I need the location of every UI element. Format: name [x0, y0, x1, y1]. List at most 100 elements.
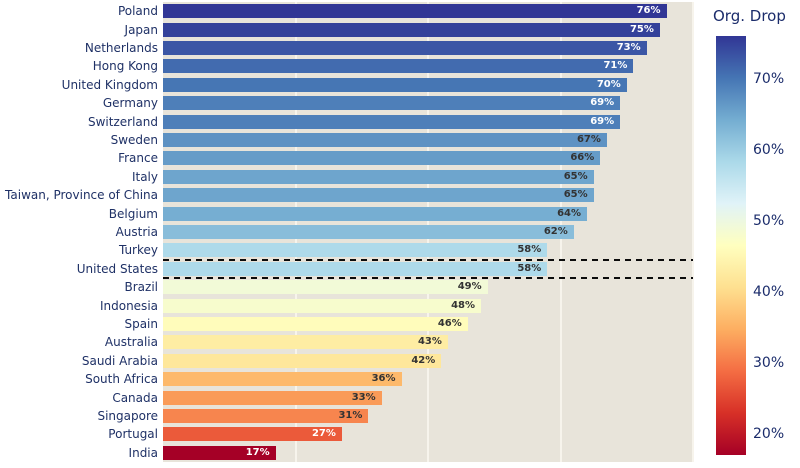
bar: 73% [163, 40, 647, 55]
category-label: Canada [112, 390, 158, 405]
category-label: Poland [117, 4, 158, 19]
bar-value-label: 73% [616, 41, 641, 53]
colorbar-tick-70: 70% [753, 70, 785, 87]
bar-value-label: 76% [636, 5, 661, 17]
category-label: India [128, 445, 158, 460]
bar-row: Austria 62% [116, 223, 693, 241]
bar: 64% [163, 206, 587, 221]
bar-value-label: 64% [557, 207, 581, 219]
bar-row: Netherlands 73% [85, 39, 693, 57]
category-label: Spain [124, 316, 158, 331]
bar: 58% [163, 261, 548, 276]
bar-value-label: 43% [417, 336, 442, 348]
bar: 62% [163, 224, 574, 239]
category-label: Taiwan, Province of China [5, 188, 158, 203]
bar: 67% [163, 132, 607, 147]
bar: 65% [163, 169, 594, 184]
bar-row: Sweden 67% [111, 131, 693, 149]
category-label: South Africa [85, 372, 158, 387]
bar: 27% [163, 427, 342, 442]
bar: 48% [163, 298, 481, 313]
bar-row: Poland 76% [118, 2, 693, 20]
bar: 69% [163, 114, 621, 129]
bar-value-label: 58% [517, 244, 542, 256]
bar: 31% [163, 408, 369, 423]
category-label: Switzerland [88, 114, 158, 129]
bar-value-label: 58% [517, 262, 542, 274]
plot-area: Poland 76% Japan 75% Netherlands 73% Hong Kong… [5, 2, 694, 462]
bar: 42% [163, 353, 442, 368]
colorbar-tick-20: 20% [753, 425, 785, 442]
gridline-80 [692, 2, 694, 462]
bar-value-label: 65% [563, 170, 588, 182]
bar-row: Hong Kong 71% [93, 57, 693, 75]
bar-value-label: 49% [457, 281, 482, 293]
bar-value-label: 75% [629, 23, 654, 35]
bar-row: Singapore 31% [97, 407, 693, 425]
bar-value-label: 65% [563, 189, 588, 201]
category-label: Belgium [108, 206, 158, 221]
bar: 69% [163, 96, 621, 111]
colorbar-title: Org. Drop [713, 7, 786, 25]
bar: 33% [163, 390, 382, 405]
category-label: Australia [104, 335, 158, 350]
colorbar-gradient [716, 36, 746, 455]
bar-row: South Africa 36% [85, 370, 693, 388]
category-label: Singapore [97, 408, 158, 423]
bar-row: United States 58% [77, 260, 693, 278]
highlight-dashed-line [163, 258, 693, 261]
category-label: Saudi Arabia [81, 353, 158, 368]
category-label: Austria [115, 224, 158, 239]
category-label: Hong Kong [92, 59, 158, 74]
bar: 71% [163, 59, 634, 74]
bar: 65% [163, 188, 594, 203]
bar-row: Japan 75% [125, 20, 693, 38]
colorbar-tick-60: 60% [753, 141, 785, 158]
bar: 46% [163, 316, 468, 331]
category-label: Sweden [110, 132, 158, 147]
bar-value-label: 69% [590, 115, 615, 127]
bar-value-label: 31% [338, 409, 363, 421]
bar: 36% [163, 372, 402, 387]
bar-row: Taiwan, Province of China 65% [5, 186, 693, 204]
category-label: Portugal [108, 427, 158, 442]
category-label: Germany [102, 96, 158, 111]
bar-row: Italy 65% [132, 168, 693, 186]
bar-value-label: 66% [570, 152, 595, 164]
category-label: United Kingdom [61, 77, 158, 92]
bar: 58% [163, 243, 548, 258]
bar-row: Saudi Arabia 42% [82, 352, 693, 370]
category-label: Turkey [118, 243, 158, 258]
bar-value-label: 46% [437, 317, 462, 329]
category-label: Brazil [124, 280, 159, 295]
bar-value-label: 33% [351, 391, 376, 403]
bar-row: Canada 33% [112, 388, 693, 406]
highlight-dashed-line [163, 277, 693, 279]
colorbar-tick-30: 30% [753, 354, 785, 371]
category-label: Japan [124, 22, 158, 37]
bar-value-label: 17% [245, 446, 270, 458]
bar-value-label: 69% [590, 97, 615, 109]
bar-row: Spain 46% [124, 315, 693, 333]
bar-value-label: 70% [596, 78, 621, 90]
bar-row: France 66% [118, 149, 693, 167]
bar: 66% [163, 151, 601, 166]
bar: 76% [163, 4, 667, 19]
bar-row: Belgium 64% [109, 204, 693, 222]
bar-row: Portugal 27% [108, 425, 693, 443]
bar-row: Indonesia 48% [100, 296, 693, 314]
bar: 43% [163, 335, 448, 350]
bar-row: Turkey 58% [119, 241, 693, 259]
bar: 49% [163, 280, 488, 295]
bar-value-label: 36% [371, 373, 396, 385]
bar-value-label: 62% [543, 225, 568, 237]
category-label: United States [76, 261, 158, 276]
bar-value-label: 42% [411, 354, 436, 366]
bar-value-label: 27% [311, 428, 336, 440]
bar-value-label: 71% [603, 60, 628, 72]
category-label: Netherlands [84, 40, 158, 55]
bar: 17% [163, 445, 276, 460]
bar-row: Germany 69% [103, 94, 693, 112]
bar-row: Australia 43% [105, 333, 693, 351]
